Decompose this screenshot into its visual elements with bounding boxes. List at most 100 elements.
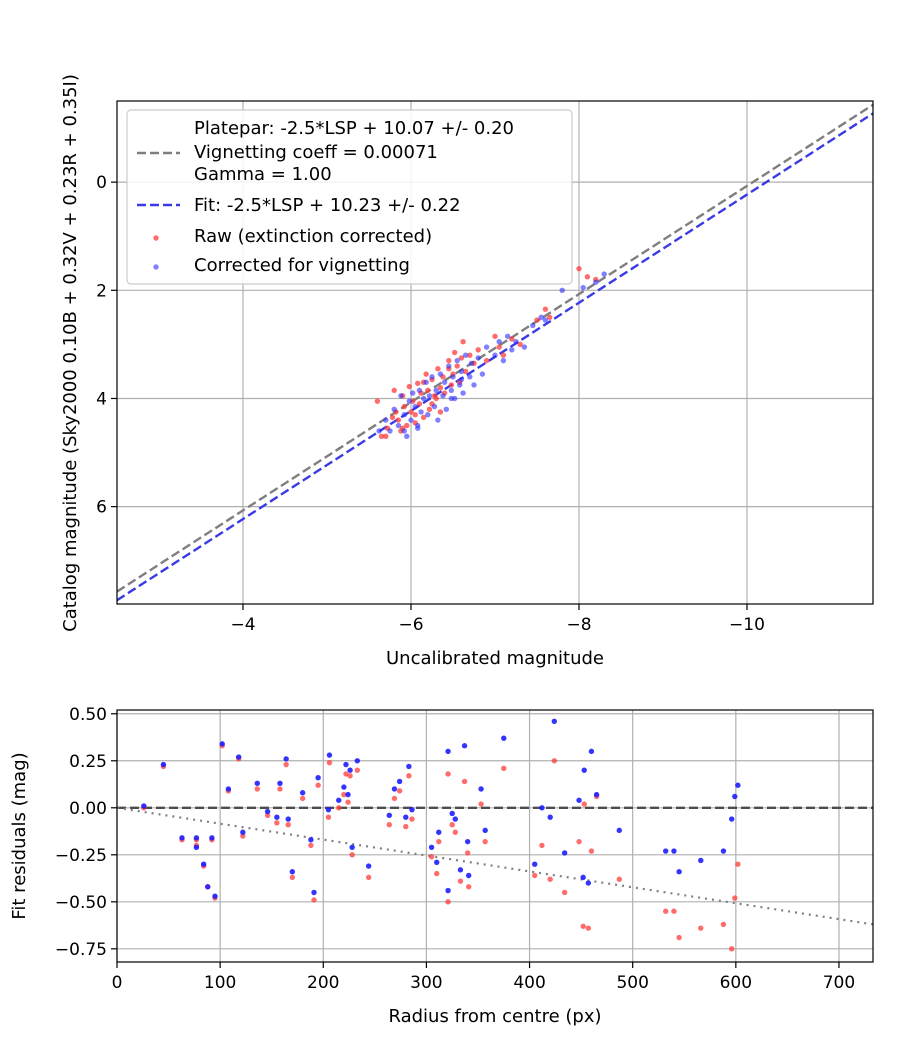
raw-point: [415, 380, 421, 387]
x-tick-label: 400: [513, 973, 545, 993]
corrected-point: [141, 803, 147, 809]
raw-point: [482, 838, 488, 845]
raw-point: [435, 366, 441, 372]
raw-point: [285, 822, 291, 828]
corrected-point: [449, 810, 455, 817]
raw-point: [501, 765, 507, 771]
corrected-point: [209, 835, 215, 841]
corrected-point: [240, 829, 246, 835]
x-tick-label: −6: [398, 615, 423, 635]
corrected-point: [429, 374, 435, 380]
raw-point: [467, 352, 473, 358]
corrected-point: [425, 411, 431, 418]
corrected-point: [504, 333, 511, 339]
bottom-grid: [116, 710, 873, 962]
x-tick-label: 500: [616, 973, 648, 993]
raw-point: [365, 874, 372, 881]
x-tick-label: 200: [307, 973, 339, 993]
corrected-point: [588, 748, 595, 755]
top-x-axis-label: Uncalibrated magnitude: [386, 648, 604, 669]
legend-box: [126, 109, 573, 285]
raw-point: [391, 795, 398, 802]
raw-point: [240, 833, 246, 839]
corrected-point: [478, 786, 484, 792]
corrected-point: [219, 741, 225, 747]
corrected-point: [461, 743, 468, 749]
raw-point: [539, 842, 545, 849]
raw-point: [729, 946, 735, 952]
raw-point: [458, 355, 465, 361]
corrected-point: [436, 829, 442, 835]
raw-point: [616, 876, 622, 882]
corrected-point: [434, 859, 440, 866]
corrected-point: [404, 433, 410, 440]
legend-corrected-marker: [153, 264, 159, 270]
raw-point: [588, 848, 595, 854]
corrected-point: [445, 748, 451, 755]
raw-point: [347, 773, 353, 779]
raw-point: [401, 403, 407, 410]
y-tick-label: 2: [96, 281, 107, 301]
raw-point: [581, 801, 587, 807]
corrected-point: [475, 355, 481, 361]
raw-point: [451, 349, 458, 356]
corrected-point: [437, 371, 444, 377]
corrected-point: [458, 368, 465, 375]
raw-point: [576, 838, 582, 845]
raw-point: [534, 317, 540, 323]
raw-point: [478, 801, 484, 807]
raw-point: [509, 336, 515, 342]
corrected-point: [735, 782, 741, 788]
raw-point: [445, 771, 451, 777]
raw-point: [264, 812, 271, 819]
x-tick-label: −10: [729, 615, 765, 635]
corrected-point: [561, 850, 568, 856]
raw-point: [289, 874, 296, 881]
corrected-point: [662, 848, 669, 854]
legend-platepar-label: Platepar: -2.5*LSP + 10.07 +/- 0.20: [194, 118, 514, 139]
raw-point: [396, 788, 403, 794]
corrected-point: [347, 767, 353, 773]
raw-point: [483, 357, 490, 364]
corrected-point: [205, 884, 211, 890]
raw-point: [437, 384, 444, 391]
x-tick-label: 300: [410, 973, 442, 993]
corrected-point: [289, 869, 296, 875]
corrected-point: [452, 816, 458, 822]
corrected-point: [465, 872, 472, 879]
raw-point: [671, 908, 677, 914]
raw-point: [698, 925, 704, 931]
corrected-point: [435, 417, 441, 423]
bottom-reference-lines: [117, 806, 873, 926]
raw-point: [457, 878, 464, 884]
corrected-point: [418, 409, 424, 415]
corrected-point: [396, 778, 403, 785]
line-platepar: [117, 103, 873, 593]
x-tick-label: 0: [112, 973, 123, 993]
legend-fit-label: Fit: -2.5*LSP + 10.23 +/- 0.22: [194, 195, 461, 216]
corrected-point: [479, 371, 486, 377]
corrected-point: [391, 406, 397, 412]
corrected-point: [386, 812, 392, 819]
corrected-point: [559, 287, 565, 294]
raw-point: [408, 409, 414, 415]
corrected-point: [349, 844, 355, 850]
raw-point: [409, 816, 415, 822]
corrected-point: [391, 786, 398, 792]
top-y-axis-label: Catalog magnitude (Sky2000 0.10B + 0.32V…: [60, 74, 81, 632]
bottom-frame: [116, 709, 874, 963]
y-tick-label: 0.25: [69, 752, 107, 772]
raw-point: [462, 368, 469, 375]
corrected-point: [426, 393, 433, 399]
corrected-point: [492, 352, 498, 358]
corrected-point: [471, 382, 477, 388]
corrected-point: [464, 838, 471, 845]
corrected-point: [440, 393, 446, 399]
legend-raw-label: Raw (extinction corrected): [194, 226, 432, 247]
raw-point: [433, 395, 439, 402]
corrected-point: [409, 806, 415, 813]
raw-point: [383, 433, 389, 440]
raw-point: [434, 870, 440, 877]
corrected-point: [193, 844, 200, 850]
x-tick-label: 700: [823, 973, 855, 993]
